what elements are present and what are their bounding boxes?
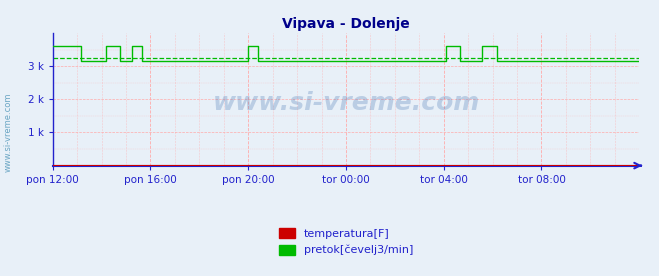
Legend: temperatura[F], pretok[čevelj3/min]: temperatura[F], pretok[čevelj3/min] xyxy=(279,228,413,255)
Text: www.si-vreme.com: www.si-vreme.com xyxy=(212,91,480,115)
Title: Vipava - Dolenje: Vipava - Dolenje xyxy=(282,17,410,31)
Text: www.si-vreme.com: www.si-vreme.com xyxy=(3,93,13,172)
